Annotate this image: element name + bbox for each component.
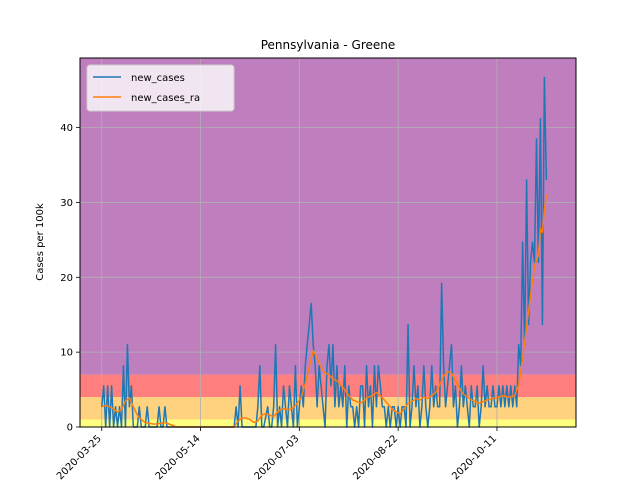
x-tick-label-2: 2020-07-03 (253, 433, 302, 480)
x-tick-label-1: 2020-05-14 (154, 433, 203, 480)
legend-box (86, 64, 235, 112)
series-line-new_cases (100, 76, 548, 428)
series-lines (100, 76, 548, 428)
x-tick-label-0: 2020-03-25 (55, 433, 104, 480)
risk-bands (80, 58, 576, 427)
y-axis-label: Cases per 100k (35, 203, 46, 281)
risk-band-0 (80, 419, 576, 427)
x-tick-label-4: 2020-10-11 (450, 433, 499, 480)
y-tick-label-3: 30 (60, 198, 73, 209)
plot-frame (79, 57, 577, 428)
series-line-new_cases_ra (101, 194, 548, 428)
chart-title: Pennsylvania - Greene (261, 38, 396, 52)
y-tick-label-0: 0 (67, 423, 73, 434)
risk-band-1 (80, 397, 576, 420)
x-tick-label-3: 2020-08-22 (351, 433, 400, 480)
legend-label-new_cases_ra: new_cases_ra (131, 93, 200, 104)
y-tick-label-2: 20 (60, 273, 73, 284)
legend-label-new_cases: new_cases (131, 73, 185, 84)
y-tick-label-1: 10 (60, 348, 73, 359)
legend: new_cases new_cases_ra (86, 64, 235, 112)
y-tick-label-4: 40 (60, 123, 73, 134)
